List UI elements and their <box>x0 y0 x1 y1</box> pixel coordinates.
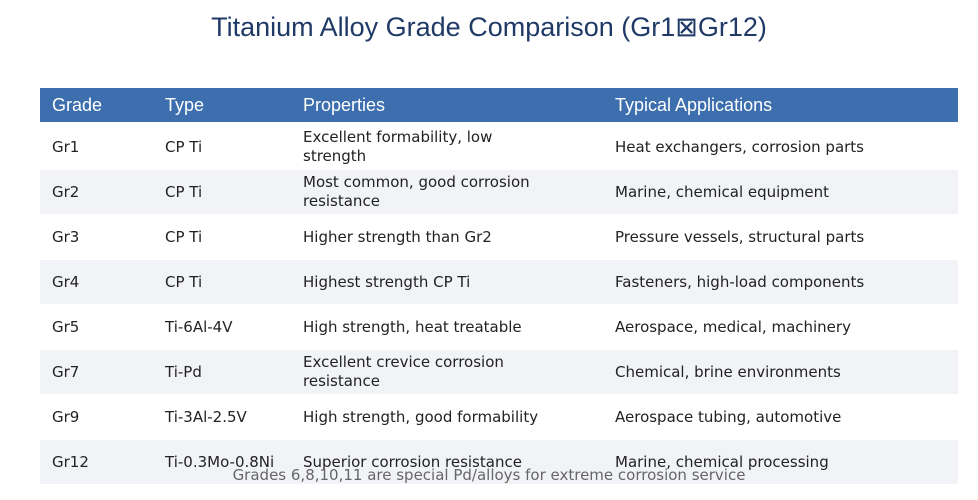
table-cell: Gr3 <box>52 227 80 246</box>
table-cell: Excellent crevice corrosion resistance <box>303 353 504 390</box>
table-cell: Higher strength than Gr2 <box>303 227 492 246</box>
header-cell: Grade <box>52 94 103 115</box>
table-cell: CP Ti <box>165 227 203 246</box>
table-cell: Most common, good corrosion resistance <box>303 173 530 210</box>
table-row: Gr4 CP Ti Highest strength CP Ti Fasteners,… <box>40 260 958 304</box>
table-cell: Marine, chemical processing <box>615 452 829 471</box>
table-cell: Aerospace tubing, automotive <box>615 407 842 426</box>
table-cell: Aerospace, medical, machinery <box>615 317 851 336</box>
table-cell: Gr7 <box>52 362 80 381</box>
table-row: Gr9 Ti-3Al-2.5V High strength, good formab… <box>40 395 958 439</box>
table-row: Gr7 Ti-Pd Excellent crevice corrosion resi… <box>40 350 958 394</box>
table-cell: Pressure vessels, structural parts <box>615 227 865 246</box>
table-cell: Chemical, brine environments <box>615 362 841 381</box>
table-cell: CP Ti <box>165 182 203 201</box>
table-cell: Fasteners, high-load components <box>615 272 865 291</box>
table-cell: Ti-Pd <box>165 362 202 381</box>
table-cell: Gr12 <box>52 452 89 471</box>
table-cell: Highest strength CP Ti <box>303 272 471 291</box>
table-cell: Excellent formability, low strength <box>303 128 493 165</box>
table-cell: Ti-0.3Mo-0.8Ni <box>165 452 275 471</box>
table-row: Gr12 Ti-0.3Mo-0.8Ni Superior corrosion res… <box>40 440 958 484</box>
table-row: Gr3 CP Ti Higher strength than Gr2 Pressure… <box>40 215 958 259</box>
table-header: Grade Type Properties Typical Applications <box>40 88 958 122</box>
header-cell: Typical Applications <box>615 94 773 115</box>
table-row: Gr5 Ti-6Al-4V High strength, heat treatabl… <box>40 305 958 349</box>
table-cell: Gr4 <box>52 272 80 291</box>
header-cell: Properties <box>303 94 386 115</box>
table-cell: Heat exchangers, corrosion parts <box>615 137 865 156</box>
header-cell: Type <box>165 94 205 115</box>
table-cell: Gr2 <box>52 182 80 201</box>
table-cell: CP Ti <box>165 137 203 156</box>
table-row: Gr1 CP Ti Excellent formability, low stren… <box>40 125 958 169</box>
table-cell: Superior corrosion resistance <box>303 452 522 471</box>
table-cell: Ti-3Al-2.5V <box>165 407 247 426</box>
table-cell: CP Ti <box>165 272 203 291</box>
table-cell: High strength, good formability <box>303 407 539 426</box>
table-cell: Gr5 <box>52 317 80 336</box>
table-row: Gr2 CP Ti Most common, good corrosion resi… <box>40 170 958 214</box>
table-cell: Ti-6Al-4V <box>165 317 233 336</box>
footnote: Grades 6,8,10,11 are special Pd/alloys f… <box>232 466 746 484</box>
table-cell: Marine, chemical equipment <box>615 182 830 201</box>
table-cell: Gr1 <box>52 137 80 156</box>
table-cell: Gr9 <box>52 407 80 426</box>
table-cell: High strength, heat treatable <box>303 317 522 336</box>
title: Titanium Alloy Grade Comparison (Gr1⊠Gr1… <box>211 12 767 42</box>
